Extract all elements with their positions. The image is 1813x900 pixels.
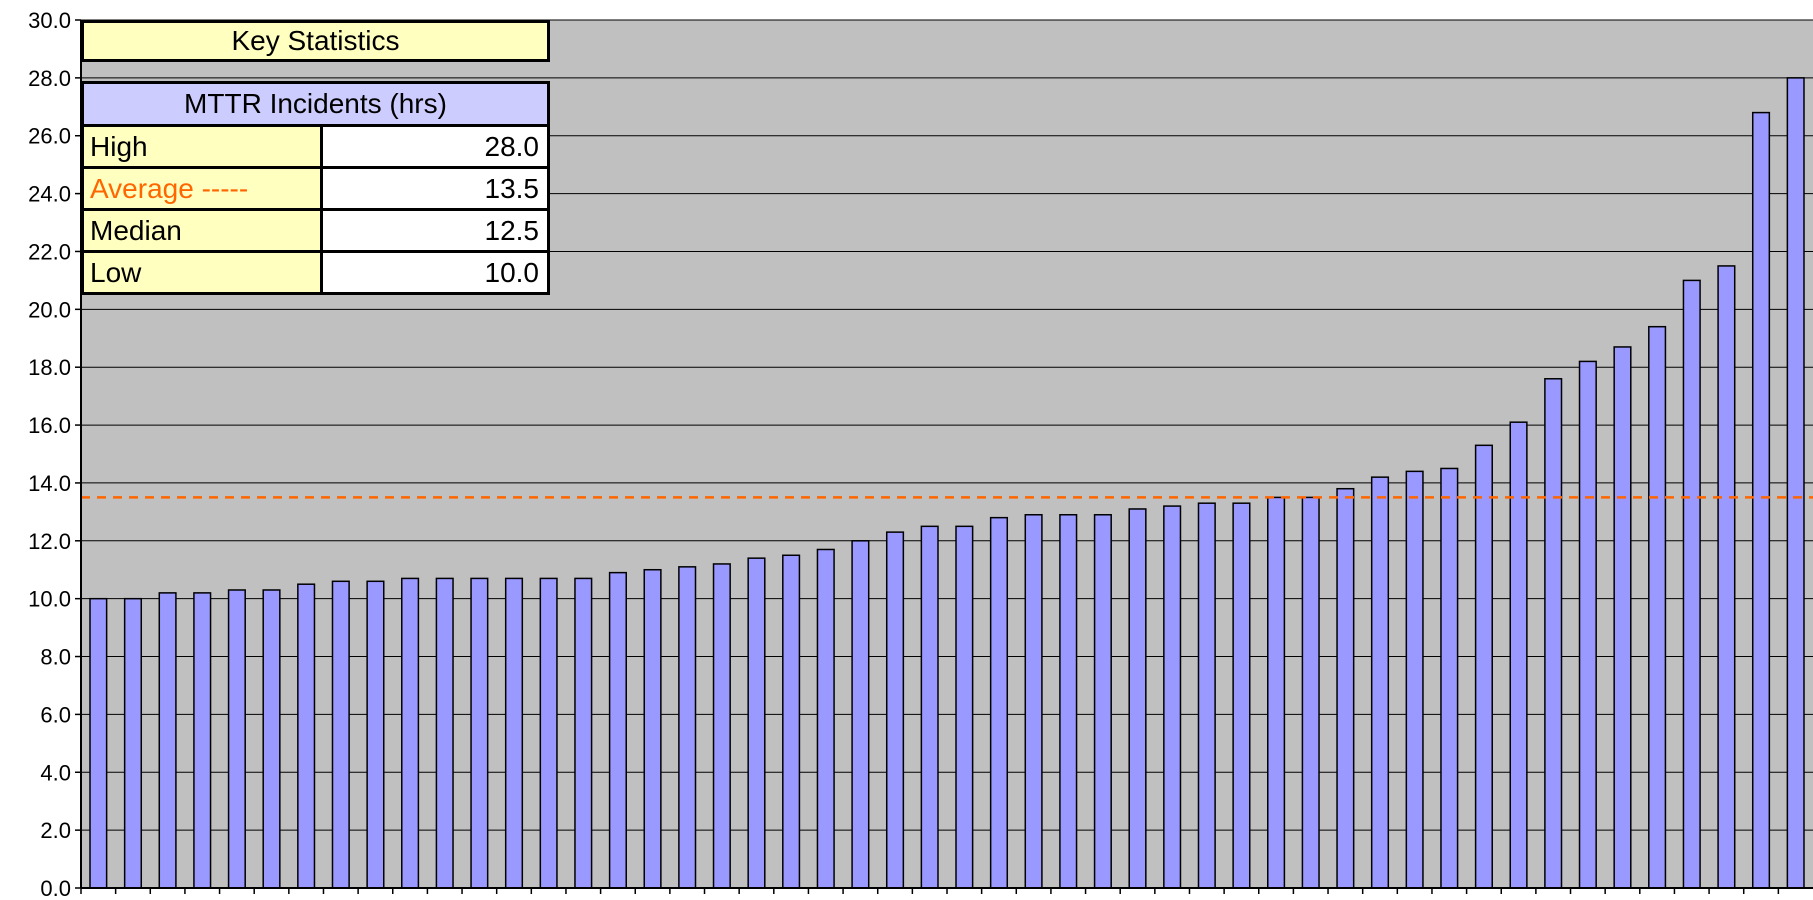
bar <box>608 571 627 889</box>
stats-row-high: High 28.0 <box>84 127 547 169</box>
y-tick-label: 22.0 <box>28 239 71 264</box>
bar <box>227 589 246 889</box>
bar <box>678 566 697 889</box>
stats-row-median: Median 12.5 <box>84 211 547 253</box>
y-tick-label: 8.0 <box>40 645 71 670</box>
y-tick-label: 30.0 <box>28 8 71 33</box>
stats-label-high: High <box>84 127 323 166</box>
bar <box>955 525 974 889</box>
y-tick-label: 26.0 <box>28 124 71 149</box>
bar <box>331 580 350 889</box>
y-tick-label: 24.0 <box>28 182 71 207</box>
y-tick-label: 0.0 <box>40 876 71 900</box>
y-tick-label: 10.0 <box>28 587 71 612</box>
y-tick-label: 16.0 <box>28 413 71 438</box>
bar <box>193 592 212 889</box>
bar <box>89 597 108 889</box>
y-tick-label: 18.0 <box>28 355 71 380</box>
bar <box>401 577 420 889</box>
bar <box>1509 421 1528 889</box>
bar <box>1093 514 1112 889</box>
bar <box>712 563 731 889</box>
bar <box>574 577 593 889</box>
bar <box>1301 496 1320 889</box>
key-statistics-panel: Key Statistics MTTR Incidents (hrs) High… <box>81 20 550 295</box>
bar <box>435 577 454 889</box>
bar <box>747 557 766 889</box>
y-tick-label: 14.0 <box>28 471 71 496</box>
stats-value-average: 13.5 <box>323 169 547 208</box>
bar <box>1197 502 1216 889</box>
bar <box>1751 111 1771 889</box>
bar <box>920 525 939 889</box>
y-tick-label: 20.0 <box>28 297 71 322</box>
bar <box>1128 508 1147 889</box>
bar <box>1474 444 1493 889</box>
mttr-stats-table: MTTR Incidents (hrs) High 28.0 Average -… <box>81 81 550 295</box>
mttr-stats-header: MTTR Incidents (hrs) <box>84 84 547 127</box>
stats-value-high: 28.0 <box>323 127 547 166</box>
bar <box>782 554 801 889</box>
bar <box>1336 487 1355 889</box>
y-tick-label: 12.0 <box>28 529 71 554</box>
bar <box>123 597 143 889</box>
stats-label-median: Median <box>84 211 323 250</box>
bar <box>1405 470 1424 889</box>
bar <box>1440 467 1459 889</box>
stats-value-low: 10.0 <box>323 253 547 292</box>
bar <box>470 577 489 889</box>
bar <box>851 540 870 889</box>
bar <box>1682 279 1701 889</box>
bar <box>1717 265 1736 889</box>
bar <box>885 531 905 889</box>
bar <box>297 583 316 889</box>
bar <box>1059 514 1078 889</box>
stats-row-average: Average ----- 13.5 <box>84 169 547 211</box>
bar <box>262 589 281 889</box>
bar <box>539 577 558 889</box>
bar <box>504 577 524 889</box>
bar <box>643 568 662 889</box>
bar <box>1613 346 1632 889</box>
stats-label-average: Average ----- <box>84 169 323 208</box>
y-tick-label: 2.0 <box>40 818 71 843</box>
bar <box>1648 325 1667 889</box>
bar <box>1024 514 1043 889</box>
bar <box>1163 505 1182 889</box>
bar <box>1267 496 1286 889</box>
stats-label-low: Low <box>84 253 323 292</box>
bar <box>158 592 177 889</box>
stats-row-low: Low 10.0 <box>84 253 547 292</box>
y-tick-label: 4.0 <box>40 760 71 785</box>
bar <box>816 548 835 889</box>
y-tick-label: 6.0 <box>40 702 71 727</box>
bar <box>1544 378 1563 889</box>
bar <box>1370 476 1390 889</box>
bar <box>1232 502 1251 889</box>
bar <box>1786 77 1805 889</box>
y-tick-label: 28.0 <box>28 66 71 91</box>
bar <box>1578 360 1597 889</box>
stats-value-median: 12.5 <box>323 211 547 250</box>
key-statistics-title: Key Statistics <box>81 20 550 62</box>
bar <box>989 516 1009 889</box>
bar <box>366 580 385 889</box>
